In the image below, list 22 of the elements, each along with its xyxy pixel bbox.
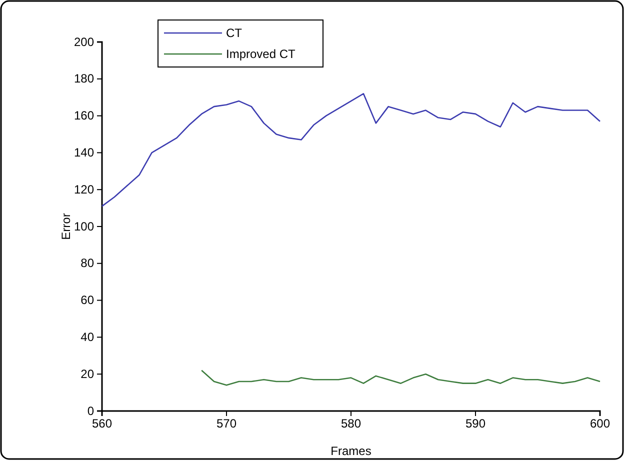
x-tick-label: 590 bbox=[465, 416, 486, 431]
y-tick-label: 100 bbox=[74, 219, 94, 234]
x-tick-label: 560 bbox=[92, 416, 112, 431]
x-tick-label: 580 bbox=[340, 416, 362, 431]
y-tick-label: 40 bbox=[80, 330, 94, 344]
y-tick-label: 80 bbox=[80, 256, 94, 270]
y-axis-title: Error bbox=[59, 213, 73, 240]
y-tick-label: 60 bbox=[80, 293, 94, 308]
legend-label: CT bbox=[226, 26, 243, 40]
y-tick-label: 20 bbox=[80, 366, 94, 381]
y-tick-label: 200 bbox=[74, 34, 94, 49]
x-tick-label: 570 bbox=[216, 416, 237, 431]
line-series bbox=[200, 370, 601, 386]
line-series bbox=[101, 93, 601, 207]
y-tick-label: 160 bbox=[74, 108, 94, 123]
y-tick-label: 180 bbox=[74, 72, 94, 86]
y-tick-label: 120 bbox=[74, 182, 94, 196]
x-axis-title: Frames bbox=[330, 444, 372, 458]
x-tick-label: 600 bbox=[590, 416, 610, 431]
legend-label: Improved CT bbox=[226, 47, 296, 61]
y-tick-label: 140 bbox=[74, 146, 94, 160]
y-tick-label: 0 bbox=[87, 404, 94, 418]
